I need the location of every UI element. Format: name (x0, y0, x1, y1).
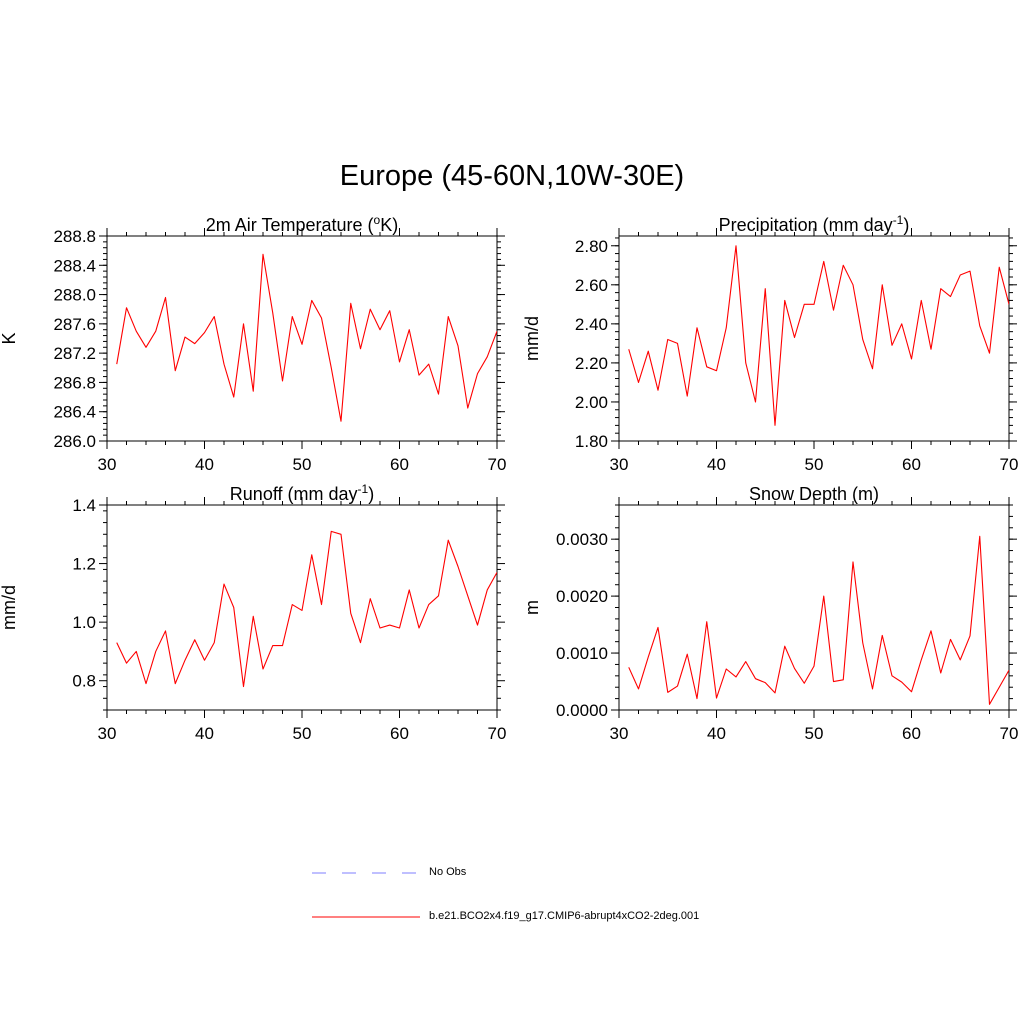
chart-precipitation-frame (618, 235, 1010, 442)
chart-air-temperature-title-tail: K) (380, 215, 398, 235)
chart-precipitation-title: Precipitation (mm day-1) (719, 213, 910, 235)
chart-snow-depth-x-tick-label: 60 (902, 724, 921, 743)
chart-snow-depth-series-line (628, 535, 1009, 705)
legend-label-model: b.e21.BCO2x4.f19_g17.CMIP6-abrupt4xCO2-2… (429, 910, 700, 922)
legend-label-no-obs: No Obs (429, 866, 467, 878)
chart-snow-depth-title: Snow Depth (m) (749, 484, 879, 504)
figure-title: Europe (45-60N,10W-30E) (339, 160, 685, 192)
chart-snow-depth-y-tick-label: 0.0010 (556, 644, 608, 663)
chart-air-temperature-title: 2m Air Temperature (oK) (206, 213, 398, 235)
chart-snow-depth-x-tick-label: 70 (1000, 724, 1019, 743)
chart-snow-depth-y-tick-label: 0.0020 (556, 587, 608, 606)
chart-air-temperature-y-tick-label: 288.8 (53, 227, 96, 246)
panel-precipitation: 30 40 50 60 70 1.80 2.00 2.20 2.40 2.60 2.80 mm/d Pr… (522, 213, 1018, 474)
chart-runoff-x-tick-label: 30 (98, 724, 117, 743)
chart-snow-depth-x-tick-label: 50 (805, 724, 824, 743)
legend (312, 872, 420, 918)
chart-precipitation-y-tick-label: 2.40 (575, 315, 608, 334)
panel-air-temperature: 30 40 50 60 70 286.0 286.4 286.8 287.2 287.6 288.0… (0, 213, 506, 474)
chart-air-temperature-x-tick-label: 50 (293, 455, 312, 474)
chart-air-temperature-x-tick-label: 30 (98, 455, 117, 474)
chart-runoff-title-superscript: -1 (358, 482, 369, 496)
chart-precipitation-x-tick-label: 70 (1000, 455, 1019, 474)
chart-precipitation-title-text: Precipitation (mm day (719, 215, 893, 235)
chart-snow-depth-x-tick-label: 40 (707, 724, 726, 743)
chart-air-temperature-y-tick-label: 287.6 (53, 315, 96, 334)
chart-precipitation-x-tick-label: 50 (805, 455, 824, 474)
chart-snow-depth-title-text: Snow Depth (m) (749, 484, 879, 504)
chart-air-temperature-y-tick-label: 287.2 (53, 344, 96, 363)
chart-snow-depth-y-tick-label: 0.0000 (556, 701, 608, 720)
chart-runoff-y-tick-label: 0.8 (72, 672, 96, 691)
chart-runoff-y-tick-label: 1.0 (72, 613, 96, 632)
chart-air-temperature-title-superscript: o (374, 213, 381, 227)
chart-precipitation-series-line (628, 245, 1009, 426)
chart-air-temperature-y-tick-label: 288.4 (53, 256, 96, 275)
chart-air-temperature-x-tick-label: 60 (390, 455, 409, 474)
chart-air-temperature-frame (106, 235, 498, 442)
chart-runoff-x-tick-label: 40 (195, 724, 214, 743)
chart-runoff-title: Runoff (mm day-1) (230, 482, 374, 504)
chart-runoff-title-text: Runoff (mm day (230, 484, 358, 504)
chart-air-temperature-x-tick-label: 70 (488, 455, 507, 474)
chart-air-temperature-series-line (116, 253, 497, 422)
chart-air-temperature-title-text: 2m Air Temperature ( (206, 215, 374, 235)
chart-air-temperature-y-tick-label: 288.0 (53, 286, 96, 305)
chart-precipitation-title-superscript: -1 (893, 213, 904, 227)
chart-air-temperature-y-tick-label: 286.4 (53, 403, 96, 422)
chart-snow-depth-x-tick-label: 30 (610, 724, 629, 743)
chart-precipitation-y-tick-label: 2.60 (575, 276, 608, 295)
chart-runoff-x-tick-label: 60 (390, 724, 409, 743)
chart-precipitation-y-tick-label: 2.00 (575, 393, 608, 412)
chart-air-temperature-x-tick-label: 40 (195, 455, 214, 474)
panel-runoff: 30 40 50 60 70 0.8 1.0 1.2 1.4 mm/d Runoff (mm day… (0, 482, 506, 743)
chart-precipitation-x-tick-label: 60 (902, 455, 921, 474)
chart-runoff-x-tick-label: 50 (293, 724, 312, 743)
chart-snow-depth-y-tick-label: 0.0030 (556, 530, 608, 549)
chart-precipitation-y-tick-label: 2.80 (575, 237, 608, 256)
chart-precipitation-title-tail: ) (903, 215, 909, 235)
chart-precipitation-x-tick-label: 40 (707, 455, 726, 474)
chart-runoff-y-tick-label: 1.4 (72, 496, 96, 515)
chart-runoff-y-tick-label: 1.2 (72, 555, 96, 574)
chart-runoff-x-tick-label: 70 (488, 724, 507, 743)
chart-precipitation-y-axis-label: mm/d (522, 316, 542, 361)
chart-air-temperature-y-tick-label: 286.0 (53, 432, 96, 451)
chart-air-temperature-y-tick-label: 286.8 (53, 373, 96, 392)
chart-snow-depth-frame (618, 504, 1010, 711)
chart-air-temperature-y-axis-label: K (0, 332, 19, 344)
chart-precipitation-x-tick-label: 30 (610, 455, 629, 474)
chart-runoff-series-line (116, 530, 497, 688)
chart-precipitation-y-tick-label: 2.20 (575, 354, 608, 373)
chart-precipitation-y-tick-label: 1.80 (575, 432, 608, 451)
chart-runoff-title-tail: ) (368, 484, 374, 504)
panel-snow-depth: 30 40 50 60 70 0.0000 0.0010 0.0020 0.0030 m Snow … (522, 484, 1018, 743)
chart-snow-depth-y-axis-label: m (522, 600, 542, 615)
chart-runoff-y-axis-label: mm/d (0, 585, 19, 630)
